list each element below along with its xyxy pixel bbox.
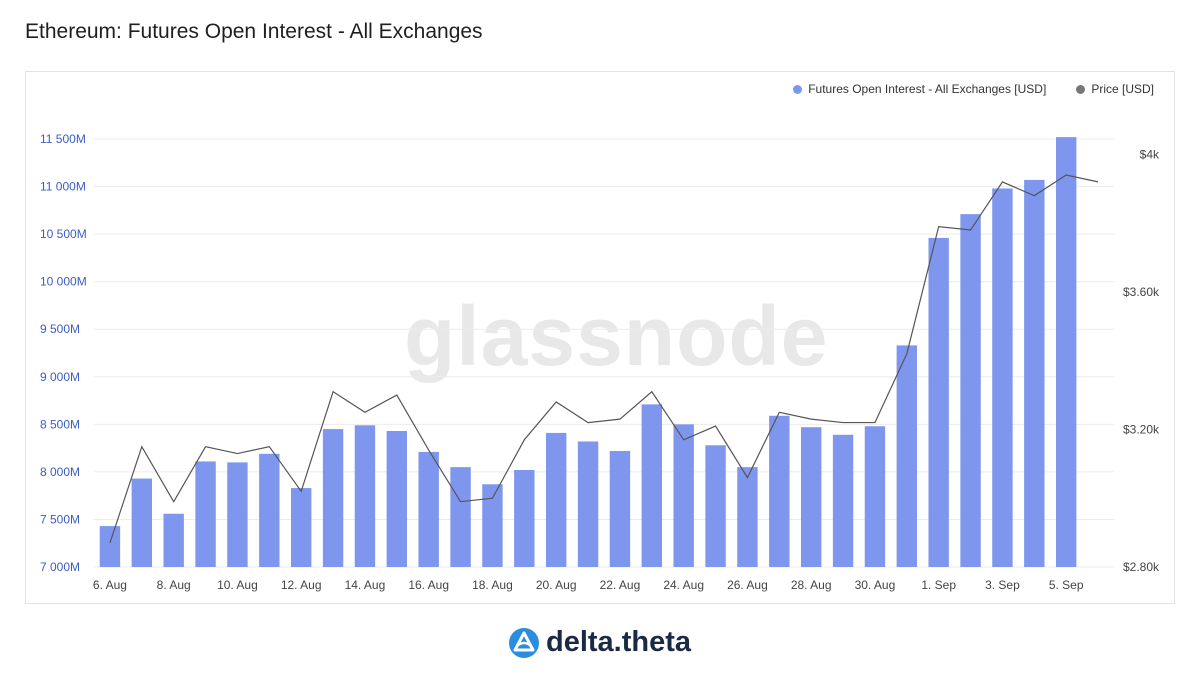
- bar: [992, 188, 1013, 567]
- bar: [514, 469, 535, 567]
- legend-label-price: Price [USD]: [1091, 82, 1154, 96]
- bar: [896, 345, 918, 567]
- x-tick-label: 1. Sep: [921, 578, 956, 592]
- bar: [960, 214, 981, 567]
- bar: [1024, 179, 1045, 567]
- x-tick-label: 20. Aug: [536, 578, 577, 592]
- bar: [259, 453, 280, 567]
- y-left-tick-label: 11 000M: [40, 180, 86, 194]
- y-right-tick-label: $3.60k: [1123, 285, 1160, 299]
- y-left-tick-label: 8 500M: [40, 417, 80, 431]
- brand-logo: delta.theta: [508, 626, 691, 659]
- legend-swatch-price: [1076, 84, 1086, 94]
- bar: [864, 426, 886, 567]
- bar: [99, 526, 121, 567]
- page-title: Ethereum: Futures Open Interest - All Ex…: [25, 20, 483, 43]
- y-left-tick-label: 8 000M: [40, 465, 80, 479]
- bar: [290, 488, 312, 567]
- legend-label-open-interest: Futures Open Interest - All Exchanges [U…: [808, 82, 1047, 96]
- bar: [1055, 137, 1077, 567]
- x-tick-label: 10. Aug: [217, 578, 258, 592]
- bar: [227, 462, 248, 567]
- y-left-tick-label: 7 500M: [40, 512, 80, 526]
- bar: [418, 451, 439, 567]
- legend: Futures Open Interest - All Exchanges [U…: [793, 82, 1154, 96]
- bar: [705, 445, 726, 567]
- bar: [769, 415, 790, 567]
- y-left-tick-label: 9 000M: [40, 370, 80, 384]
- legend-swatch-open-interest: [793, 84, 803, 94]
- bar: [322, 429, 344, 567]
- y-right-tick-label: $4k: [1140, 147, 1160, 161]
- y-left-tick-label: 10 000M: [40, 275, 87, 289]
- bar: [195, 461, 216, 567]
- bar: [800, 427, 822, 567]
- bar: [163, 513, 184, 567]
- legend-item-price[interactable]: Price [USD]: [1076, 82, 1154, 96]
- x-tick-label: 6. Aug: [93, 578, 127, 592]
- bar: [354, 425, 376, 567]
- legend-item-open-interest[interactable]: Futures Open Interest - All Exchanges [U…: [793, 82, 1046, 96]
- x-tick-label: 14. Aug: [345, 578, 386, 592]
- bar: [609, 450, 631, 567]
- watermark: glassnode: [404, 289, 829, 383]
- x-tick-label: 5. Sep: [1049, 578, 1084, 592]
- y-left-tick-label: 10 500M: [40, 227, 87, 241]
- delta-theta-logo-icon: [509, 627, 539, 658]
- price-line: [109, 174, 1099, 544]
- bar: [737, 467, 758, 567]
- bar: [386, 430, 408, 567]
- bar: [450, 467, 471, 567]
- y-right-tick-label: $2.80k: [1123, 560, 1160, 574]
- x-tick-label: 28. Aug: [791, 578, 832, 592]
- bar: [545, 432, 567, 567]
- x-tick-label: 30. Aug: [855, 578, 896, 592]
- y-left-tick-label: 7 000M: [40, 560, 80, 574]
- bar: [673, 424, 694, 567]
- x-tick-label: 3. Sep: [985, 578, 1020, 592]
- y-left-tick-label: 11 500M: [40, 132, 86, 146]
- chart-card: glassnode 7 000M 7 500M 8 000M 8 500M 9 000M…: [25, 71, 1175, 604]
- bar: [641, 404, 663, 567]
- x-tick-label: 16. Aug: [408, 578, 449, 592]
- y-left-tick-label: 9 500M: [40, 322, 80, 336]
- x-tick-label: 22. Aug: [600, 578, 641, 592]
- x-tick-label: 18. Aug: [472, 578, 513, 592]
- x-tick-label: 24. Aug: [663, 578, 704, 592]
- bar: [482, 484, 503, 567]
- x-tick-label: 12. Aug: [281, 578, 322, 592]
- bar: [131, 478, 153, 567]
- x-tick-label: 8. Aug: [157, 578, 191, 592]
- brand-name: delta.theta: [546, 626, 692, 658]
- bar: [928, 237, 949, 567]
- chart-plot: 7 000M 7 500M 8 000M 8 500M 9 000M 9 500M 10 0…: [40, 132, 1160, 592]
- x-tick-label: 26. Aug: [727, 578, 768, 592]
- y-right-tick-label: $3.20k: [1123, 422, 1160, 436]
- bar: [577, 441, 599, 567]
- bar: [832, 434, 854, 567]
